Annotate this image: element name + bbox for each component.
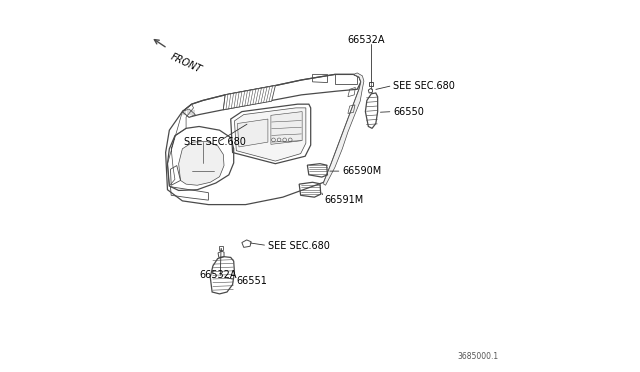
Text: FRONT: FRONT: [170, 51, 204, 74]
Text: 66550: 66550: [394, 107, 424, 116]
Polygon shape: [271, 112, 302, 144]
Polygon shape: [179, 141, 224, 185]
Text: 3685000.1: 3685000.1: [458, 352, 499, 361]
Polygon shape: [237, 119, 268, 147]
Polygon shape: [324, 73, 364, 185]
Text: 66532A: 66532A: [199, 270, 237, 280]
Polygon shape: [182, 109, 195, 117]
Text: 66590M: 66590M: [342, 166, 381, 176]
Text: 66532A: 66532A: [348, 35, 385, 45]
Text: SEE SEC.680: SEE SEC.680: [394, 81, 455, 90]
Text: 66551: 66551: [236, 276, 267, 286]
Text: SEE SEC.680: SEE SEC.680: [184, 137, 246, 147]
Polygon shape: [234, 108, 306, 161]
Text: SEE SEC.680: SEE SEC.680: [268, 241, 330, 251]
Polygon shape: [223, 86, 275, 110]
Text: 66591M: 66591M: [324, 195, 364, 205]
